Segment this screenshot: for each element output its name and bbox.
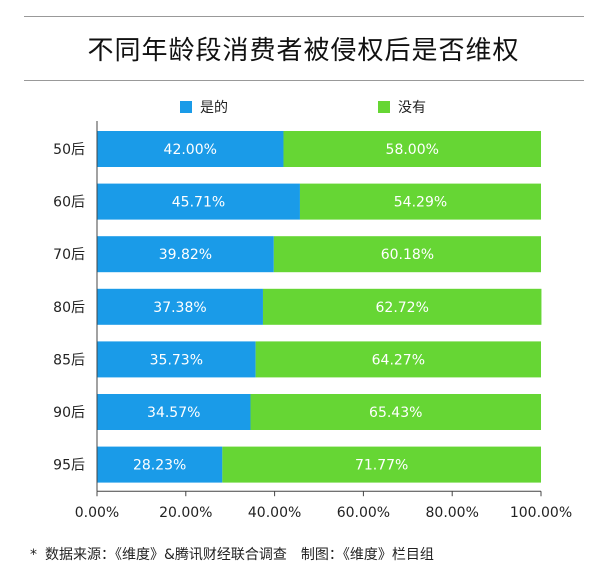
bar-yes	[97, 236, 274, 273]
category-label: 60后	[53, 195, 85, 211]
legend-label-yes: 是的	[200, 100, 228, 116]
footer-bullet: *	[30, 547, 37, 563]
data-label-no: 58.00%	[386, 142, 439, 158]
bar-no	[250, 394, 542, 430]
category-label: 80后	[53, 300, 85, 316]
data-label-yes: 42.00%	[164, 142, 217, 158]
legend: 是的 没有	[0, 97, 607, 117]
bar-yes	[97, 183, 300, 220]
bar-no	[283, 131, 541, 167]
bar-no	[299, 183, 541, 220]
bar-yes	[97, 394, 251, 430]
bar-no	[255, 341, 541, 378]
bar-yes	[97, 446, 223, 483]
category-label: 85后	[53, 352, 85, 368]
category-label: 50后	[53, 142, 85, 158]
data-label-no: 54.29%	[394, 195, 447, 211]
category-label: 90后	[53, 405, 85, 421]
data-label-yes: 28.23%	[133, 458, 186, 474]
category-label: 70后	[53, 247, 85, 263]
chart-title: 不同年龄段消费者被侵权后是否维权	[87, 36, 520, 66]
legend-swatch-yes	[180, 101, 192, 113]
title-rule-top	[24, 16, 584, 17]
footer-text: 数据来源：《维度》&腾讯财经联合调查 制图：《维度》栏目组	[45, 547, 434, 563]
x-tick-label: 80.00%	[426, 505, 479, 521]
data-label-no: 64.27%	[372, 352, 425, 368]
data-label-yes: 37.38%	[153, 300, 206, 316]
x-tick-label: 20.00%	[159, 505, 212, 521]
bar-no	[273, 236, 541, 273]
bar-yes	[97, 341, 256, 378]
x-tick-label: 40.00%	[248, 505, 301, 521]
category-label: 95后	[53, 458, 85, 474]
data-label-no: 60.18%	[381, 247, 434, 263]
data-label-no: 65.43%	[369, 405, 422, 421]
legend-label-no: 没有	[398, 100, 426, 116]
data-label-no: 71.77%	[355, 458, 408, 474]
data-label-yes: 45.71%	[172, 195, 225, 211]
data-label-yes: 39.82%	[159, 247, 212, 263]
footer-source: * 数据来源：《维度》&腾讯财经联合调查 制图：《维度》栏目组	[30, 544, 434, 564]
x-tick-label: 0.00%	[75, 505, 119, 521]
stacked-bar-chart: 42.00% 58.00% 50后 45.71% 54.29% 60后 39.82% 60.1…	[53, 121, 572, 521]
bar-no	[262, 288, 542, 325]
legend-item-no: 没有	[378, 97, 426, 117]
legend-swatch-no	[378, 101, 390, 113]
data-label-yes: 34.57%	[147, 405, 200, 421]
bar-no	[222, 446, 542, 483]
data-label-no: 62.72%	[376, 300, 429, 316]
bar-yes	[97, 288, 263, 325]
data-label-yes: 35.73%	[150, 352, 203, 368]
title-rule-bottom	[24, 80, 584, 81]
legend-item-yes: 是的	[180, 97, 228, 117]
x-tick-label: 100.00%	[510, 505, 572, 521]
x-tick-label: 60.00%	[337, 505, 390, 521]
bar-yes	[97, 131, 284, 167]
